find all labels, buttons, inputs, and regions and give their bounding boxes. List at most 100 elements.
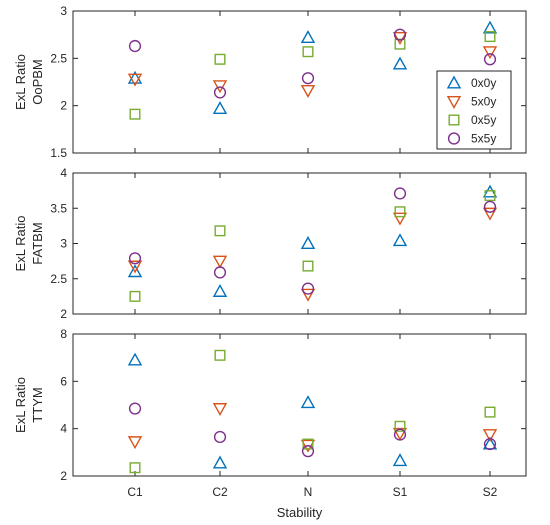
point-0x5y-c2 [214, 349, 226, 361]
point-0x5y-s2 [484, 406, 496, 418]
y-tick-label: 2 [60, 469, 67, 483]
point-0x5y-s2 [484, 190, 496, 202]
point-0x5y-c2 [214, 53, 226, 65]
point-5x5y-s2 [483, 437, 497, 451]
point-0x5y-s1 [394, 206, 406, 218]
y-axis-label-line: ExL Ratio [13, 54, 28, 110]
point-0x5y-c1 [129, 108, 141, 120]
point-5x5y-c1 [128, 252, 142, 265]
legend-marker-0x0y [446, 75, 462, 89]
point-5x0y-c2 [212, 255, 228, 269]
panel-2: 2 2.5 3 3.5 4 ExL Ratio FATBM [13, 166, 527, 321]
point-5x5y-s1 [393, 28, 407, 41]
point-5x0y-s2 [482, 46, 498, 60]
x-axis-label: Stability [277, 505, 323, 520]
x-tick-label-s2: S2 [483, 485, 498, 499]
point-0x0y-c1 [127, 264, 143, 278]
point-5x0y-n [300, 85, 316, 98]
point-0x0y-c2 [212, 283, 228, 297]
y-tick-label: 4 [60, 166, 67, 180]
y-axis-label-line: TTYM [30, 387, 45, 422]
axes-box-3 [72, 333, 527, 477]
point-5x0y-s1 [392, 32, 408, 45]
point-5x0y-c1 [127, 260, 143, 274]
y-tick-label: 3 [60, 237, 67, 251]
point-5x5y-s1 [393, 428, 407, 441]
point-0x0y-n [300, 395, 316, 409]
point-0x5y-c1 [129, 290, 141, 302]
y-axis-label-1: ExL Ratio OoPBM [13, 54, 45, 110]
panel-3: 2 4 6 8 C1 C2 N S1 S2 ExL Ratio TTYM Stability [13, 327, 527, 520]
point-5x5y-n [301, 445, 315, 458]
point-5x0y-n [300, 288, 316, 302]
y-tick-label: 1.5 [50, 146, 67, 160]
legend-label-0x0y: 0x0y [471, 76, 496, 90]
point-0x5y-s1 [394, 420, 406, 432]
axes-box-2 [72, 172, 527, 315]
y-tick-label: 2.5 [50, 272, 67, 286]
y-axis-label-line: ExL Ratio [13, 216, 28, 272]
point-5x0y-c1 [127, 73, 143, 87]
legend-label-0x5y: 0x5y [471, 113, 496, 127]
x-tick-label-c1: C1 [127, 485, 143, 499]
point-0x0y-s1 [392, 233, 408, 247]
point-0x5y-c2 [214, 225, 226, 237]
point-0x0y-n [300, 30, 316, 44]
point-5x5y-n [301, 72, 315, 85]
point-5x0y-s1 [392, 212, 408, 226]
panel-1: 1.5 2 2.5 3 ExL Ratio OoPBM 0x0y 5x0y 0x5y 5x5y [13, 4, 527, 160]
point-5x0y-c2 [212, 80, 228, 94]
x-tick-label-c2: C2 [212, 485, 228, 499]
y-tick-label: 2 [60, 99, 67, 113]
y-axis-label-line: OoPBM [30, 59, 45, 105]
point-5x5y-n [301, 282, 315, 295]
point-0x0y-s1 [392, 453, 408, 467]
y-tick-label: 3.5 [50, 201, 67, 215]
y-axis-label-2: ExL Ratio FATBM [13, 216, 45, 272]
point-0x5y-s2 [484, 31, 496, 43]
y-tick-label: 2.5 [50, 51, 67, 65]
x-tick-label-s1: S1 [393, 485, 408, 499]
point-0x0y-s2 [482, 20, 498, 34]
legend-marker-0x5y [448, 114, 460, 126]
legend-marker-5x0y [446, 95, 462, 109]
point-0x0y-c1 [127, 352, 143, 366]
point-5x0y-n [300, 439, 316, 453]
point-5x5y-s2 [483, 53, 497, 66]
point-0x5y-c1 [129, 462, 141, 474]
point-5x5y-s1 [393, 187, 407, 200]
point-5x0y-s2 [482, 429, 498, 443]
point-5x0y-c2 [212, 403, 228, 416]
point-5x5y-s2 [483, 200, 497, 213]
legend-label-5x5y: 5x5y [471, 132, 496, 146]
legend-marker-5x5y [447, 132, 461, 145]
y-tick-label: 3 [60, 4, 67, 18]
point-5x0y-c1 [127, 436, 143, 450]
point-5x5y-c1 [128, 39, 142, 53]
point-0x5y-n [302, 438, 314, 450]
legend-label-5x0y: 5x0y [471, 95, 496, 109]
point-5x5y-c2 [213, 86, 227, 99]
y-tick-label: 8 [60, 327, 67, 341]
y-tick-label: 4 [60, 422, 67, 436]
point-0x5y-n [302, 260, 314, 272]
point-0x0y-n [300, 236, 316, 250]
point-0x0y-c1 [127, 70, 143, 84]
point-5x5y-c1 [128, 402, 142, 415]
point-5x0y-s2 [482, 207, 498, 221]
point-0x0y-c2 [212, 455, 228, 469]
y-tick-label: 6 [60, 374, 67, 388]
point-5x5y-c2 [213, 430, 227, 444]
y-axis-label-line: FATBM [30, 222, 45, 264]
x-tick-label-n: N [304, 485, 313, 499]
axes-box-1 [72, 10, 527, 154]
y-axis-label-line: ExL Ratio [13, 377, 28, 433]
point-0x5y-n [302, 46, 314, 58]
point-0x0y-s1 [392, 56, 408, 70]
point-5x5y-c2 [213, 266, 227, 279]
point-0x5y-s1 [394, 38, 406, 50]
point-0x0y-c2 [212, 101, 228, 115]
y-tick-label: 2 [60, 307, 67, 321]
y-axis-label-3: ExL Ratio TTYM [13, 377, 45, 433]
